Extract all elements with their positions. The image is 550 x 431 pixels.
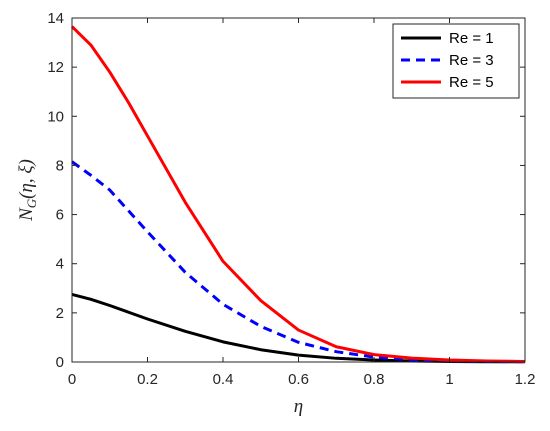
x-tick-label: 1 xyxy=(445,371,453,388)
y-tick-label: 8 xyxy=(56,157,64,174)
y-tick-label: 4 xyxy=(56,256,64,273)
y-tick-label: 14 xyxy=(47,10,64,27)
x-axis-label: η xyxy=(294,396,303,417)
series-line-3 xyxy=(70,25,526,364)
y-tick-label: 12 xyxy=(47,59,64,76)
legend-box xyxy=(392,23,520,99)
y-tick-label: 2 xyxy=(56,305,64,322)
x-tick-label: 0.4 xyxy=(213,371,234,388)
y-tick-label: 6 xyxy=(56,207,64,224)
x-tick-label: 0.8 xyxy=(364,371,385,388)
y-tick-label: 0 xyxy=(56,354,64,371)
y-axis-label: NG(η, ξ) xyxy=(16,159,39,222)
x-tick-labels: 0 0.2 0.4 0.6 0.8 1 1.2 xyxy=(68,371,536,388)
x-tick-label: 0.6 xyxy=(288,371,309,388)
y-tick-label: 10 xyxy=(47,108,64,125)
y-axis-label-subscript: G xyxy=(24,198,39,208)
legend-label-3: Re = 5 xyxy=(449,74,494,91)
legend-label-1: Re = 1 xyxy=(449,30,494,47)
legend-label-2: Re = 3 xyxy=(449,52,494,69)
x-tick-label: 0 xyxy=(68,371,76,388)
y-axis-label-main: N xyxy=(16,207,37,222)
legend: Re = 1 Re = 3 Re = 5 xyxy=(392,23,520,99)
x-tick-label: 0.2 xyxy=(137,371,158,388)
legend-entries: Re = 1 Re = 3 Re = 5 xyxy=(401,30,494,91)
x-tick-label: 1.2 xyxy=(515,371,536,388)
y-axis-label-args: (η, ξ) xyxy=(16,159,37,199)
ticks-layer xyxy=(71,17,526,363)
series-layer xyxy=(70,25,526,364)
y-tick-labels: 0 2 4 6 8 10 12 14 xyxy=(47,10,64,371)
